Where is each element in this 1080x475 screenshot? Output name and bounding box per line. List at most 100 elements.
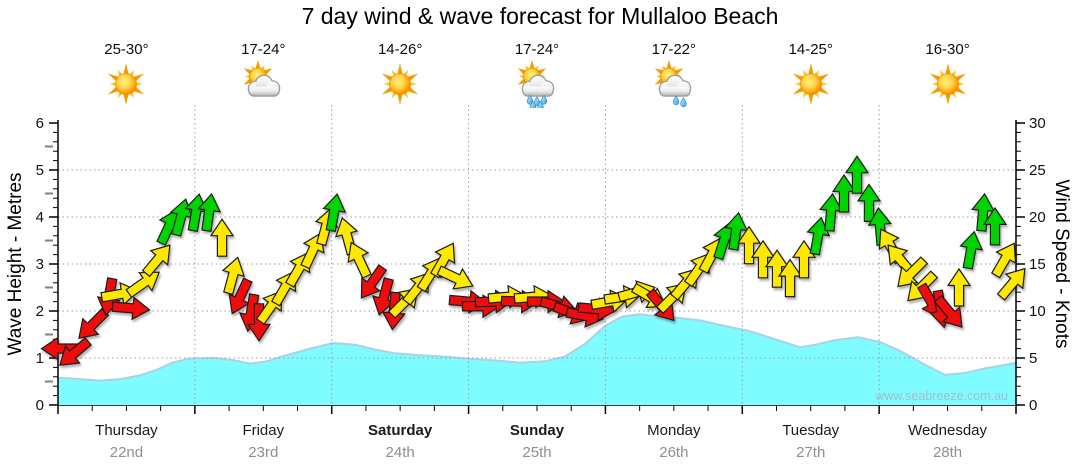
sun-ray	[944, 91, 951, 105]
temperature-range: 17-24°	[241, 41, 286, 58]
wind-arrows-layer	[40, 155, 1026, 366]
day-date: 25th	[522, 444, 552, 461]
wind-arrow-red	[58, 337, 92, 366]
wind-arrow-red	[111, 296, 151, 321]
wind-arrow-yellow	[141, 244, 171, 278]
sun-disc	[936, 73, 959, 95]
day-label: Thursday	[95, 422, 158, 439]
wind-arrow-red	[246, 303, 272, 342]
day-label: Tuesday	[782, 422, 840, 439]
weather-glyph	[792, 63, 829, 105]
weather-glyph	[517, 60, 555, 111]
cloud-body	[660, 86, 690, 96]
temperature-range: 17-24°	[514, 41, 560, 58]
wind-arrow-yellow	[209, 218, 235, 257]
left-axis-tick-label: 3	[36, 256, 44, 273]
temperature-range: 25-30°	[104, 41, 149, 58]
day-label: Friday	[242, 422, 285, 439]
temperature-range: 17-22°	[651, 41, 697, 58]
left-axis-tick-label: 1	[36, 350, 44, 367]
wind-arrow-green	[982, 206, 1008, 246]
day-label: Saturday	[368, 422, 433, 439]
left-axis-tick-label: 5	[36, 162, 44, 179]
weather-glyph	[929, 63, 966, 105]
sun-disc	[115, 73, 138, 95]
day-date: 22nd	[109, 444, 144, 461]
temperature-range: 14-25°	[788, 41, 833, 58]
sun-ray	[397, 91, 404, 105]
wind-arrow-red	[360, 264, 388, 299]
wind-arrow-yellow	[990, 242, 1017, 279]
cloud-body	[249, 86, 279, 96]
wind-arrow-yellow	[429, 242, 456, 279]
day-label: Sunday	[509, 422, 565, 439]
sun-disc	[799, 73, 822, 95]
weather-icon-sun-cloud-light-rain	[650, 60, 698, 108]
day-label: Monday	[647, 422, 701, 439]
weather-icon-sun	[102, 60, 150, 108]
wind-arrow-yellow	[221, 256, 246, 296]
rain-drop	[672, 95, 679, 105]
right-axis-tick-label: 30	[1029, 115, 1046, 132]
wind-arrow-green	[322, 193, 347, 233]
day-date: 27th	[796, 444, 826, 461]
rain-drop	[526, 94, 534, 105]
wind-arrow-yellow	[946, 267, 972, 307]
wind-arrow-yellow	[897, 256, 929, 288]
day-date: 26th	[659, 444, 689, 461]
wind-arrow-yellow	[996, 267, 1026, 301]
right-axis-tick-label: 0	[1029, 397, 1037, 414]
left-axis-tick-label: 6	[36, 115, 44, 132]
watermark: www.seabreeze.com.au	[874, 389, 1008, 403]
weather-glyph	[654, 60, 692, 107]
weather-icon-sun-cloud-heavy-rain	[513, 60, 561, 111]
rain-drop	[540, 94, 548, 105]
rain-drop	[533, 96, 541, 106]
sun-ray	[944, 63, 951, 77]
wind-arrow-green	[806, 216, 831, 256]
weather-glyph	[381, 63, 419, 105]
weather-icon-sun	[924, 60, 972, 108]
wind-arrow-yellow	[736, 225, 762, 265]
wind-arrow-green	[197, 192, 222, 232]
weather-glyph	[243, 60, 281, 97]
sun-ray	[807, 63, 814, 77]
wind-arrow-red	[933, 294, 963, 328]
right-axis-tick-label: 20	[1029, 209, 1046, 226]
left-axis-tick-label: 4	[36, 209, 44, 226]
rain-drop	[680, 97, 687, 107]
day-date: 23rd	[248, 444, 279, 461]
sun-ray	[397, 63, 404, 77]
sun-disc	[389, 73, 411, 95]
weather-icon-sun	[787, 60, 835, 108]
wind-arrow-yellow	[125, 271, 161, 299]
right-axis-tick-label: 25	[1029, 162, 1046, 179]
day-label: Wednesday	[908, 422, 988, 439]
right-axis-tick-label: 15	[1029, 256, 1046, 273]
sun-ray	[807, 91, 814, 105]
right-axis-tick-label: 5	[1029, 350, 1037, 367]
wind-arrow-green	[856, 183, 882, 222]
left-axis-tick-label: 2	[36, 303, 44, 320]
wind-arrow-green	[959, 230, 984, 270]
weather-icon-sun-cloud	[239, 60, 287, 108]
wind-arrow-yellow	[436, 265, 474, 290]
right-axis-tick-label: 10	[1029, 303, 1046, 320]
cloud-body	[523, 86, 553, 96]
day-date: 24th	[385, 444, 415, 461]
wave-height-area	[58, 314, 1016, 405]
sun-ray	[123, 91, 130, 105]
weather-icon-sun	[376, 60, 424, 108]
temperature-range: 16-30°	[925, 41, 970, 58]
weather-glyph	[108, 63, 145, 105]
page-title: 7 day wind & wave forecast for Mullaloo …	[301, 3, 779, 29]
wind-arrow-yellow	[791, 239, 817, 279]
temperature-range: 14-26°	[377, 41, 423, 58]
sun-ray	[123, 63, 130, 77]
left-axis-tick-label: 0	[36, 397, 44, 414]
day-date: 28th	[932, 444, 963, 461]
wind-arrow-yellow	[347, 241, 372, 279]
wind-arrow-green	[844, 155, 870, 194]
